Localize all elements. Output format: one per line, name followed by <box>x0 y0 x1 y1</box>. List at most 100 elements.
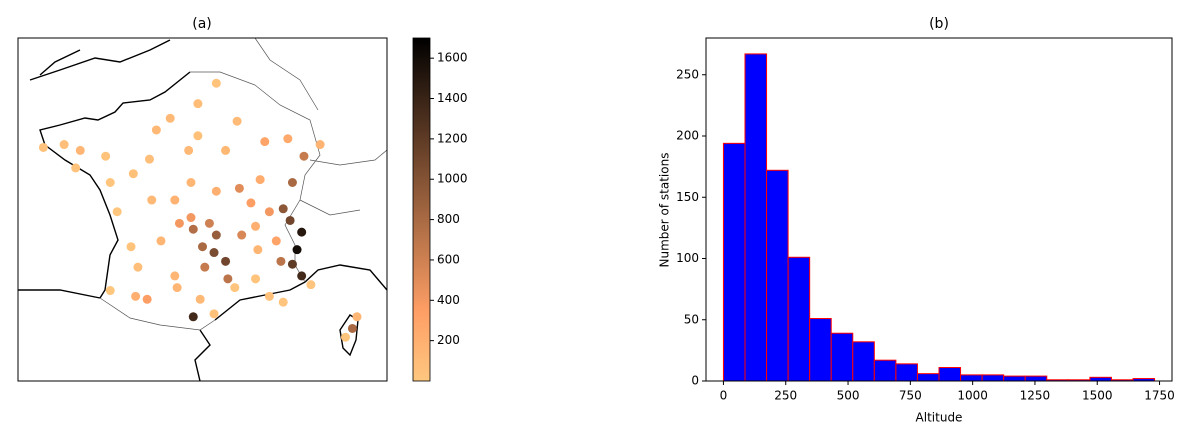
station-point <box>204 218 214 228</box>
x-tick-label: 1750 <box>1144 389 1175 403</box>
x-tick-label: 750 <box>899 389 922 403</box>
station-point <box>174 218 184 228</box>
coastline <box>29 39 171 81</box>
station-point <box>221 256 231 266</box>
colorbar-tick-label: 400 <box>437 293 460 307</box>
map-background <box>18 38 387 381</box>
station-point <box>112 207 122 217</box>
bar <box>787 256 811 382</box>
station-point <box>306 280 316 290</box>
station-point <box>211 230 221 240</box>
station-point <box>251 221 261 231</box>
map-frame <box>17 37 388 382</box>
station-point <box>253 245 263 255</box>
station-point <box>287 177 297 187</box>
station-point <box>170 271 180 281</box>
station-point <box>105 286 115 296</box>
station-point <box>347 323 357 333</box>
y-tick-label: 0 <box>691 374 699 388</box>
y-tick-label: 200 <box>676 129 699 143</box>
station-point <box>340 332 350 342</box>
station-point <box>264 291 274 301</box>
station-point <box>237 230 247 240</box>
colorbar-tick-label: 600 <box>437 252 460 266</box>
x-axis-label: Altitude <box>916 411 963 425</box>
station-point <box>128 169 138 179</box>
station-point <box>232 116 242 126</box>
bar <box>895 363 918 382</box>
bar <box>722 142 746 382</box>
bar <box>916 373 940 382</box>
station-point <box>184 145 194 155</box>
station-point <box>200 262 210 272</box>
station-point <box>126 242 136 252</box>
bar <box>981 374 1005 382</box>
y-axis-label: Number of stations <box>658 153 672 268</box>
station-point <box>315 140 325 150</box>
station-point <box>283 134 293 144</box>
station-point <box>198 242 207 252</box>
coastline <box>39 71 191 299</box>
station-point <box>131 291 141 301</box>
station-point <box>151 125 161 135</box>
station-point <box>105 177 115 187</box>
bar <box>960 374 983 382</box>
bar <box>744 53 768 382</box>
station-point <box>59 140 69 150</box>
bar <box>938 367 962 382</box>
x-tick-label: 500 <box>837 389 860 403</box>
plot-frame <box>705 37 1173 382</box>
station-point <box>209 248 219 258</box>
station-points <box>38 78 362 342</box>
station-point <box>156 236 166 246</box>
station-point <box>260 137 270 147</box>
station-point <box>142 294 152 304</box>
bar <box>830 332 854 382</box>
station-point <box>234 183 244 193</box>
x-tick-label: 1500 <box>1082 389 1113 403</box>
y-tick-label: 100 <box>676 251 699 265</box>
station-point <box>271 236 281 246</box>
station-point <box>188 224 198 234</box>
station-point <box>172 283 182 293</box>
station-point <box>297 271 307 281</box>
x-tick-label: 250 <box>774 389 797 403</box>
station-point <box>101 151 111 161</box>
station-point <box>193 99 203 109</box>
station-point <box>276 256 286 266</box>
map-title: (a) <box>192 16 212 32</box>
station-point <box>170 195 180 205</box>
bar <box>809 318 832 382</box>
colorbar-tick-label: 1000 <box>437 172 468 186</box>
station-point <box>223 274 233 284</box>
station-point <box>209 309 219 319</box>
station-point <box>299 151 309 161</box>
station-point <box>133 262 143 272</box>
station-point <box>71 163 81 173</box>
x-tick-label: 0 <box>720 389 728 403</box>
colorbar-tick-label: 1200 <box>437 131 468 145</box>
station-point <box>251 274 261 284</box>
station-point <box>352 312 362 322</box>
station-point <box>147 195 157 205</box>
y-tick-label: 50 <box>684 312 699 326</box>
station-point <box>195 294 205 304</box>
station-point <box>246 198 256 208</box>
x-tick-label: 1000 <box>957 389 988 403</box>
station-point <box>264 207 274 217</box>
colorbar-tick-label: 1600 <box>437 51 468 65</box>
station-point <box>165 113 175 123</box>
station-point <box>278 204 288 214</box>
border <box>99 38 387 331</box>
station-point <box>221 145 231 155</box>
x-tick-label: 1250 <box>1020 389 1051 403</box>
station-point <box>211 78 221 88</box>
colorbar <box>412 37 431 382</box>
station-point <box>75 145 85 155</box>
y-tick-label: 250 <box>676 67 699 81</box>
station-point <box>278 297 288 307</box>
station-point <box>297 227 307 237</box>
station-point <box>230 283 240 293</box>
